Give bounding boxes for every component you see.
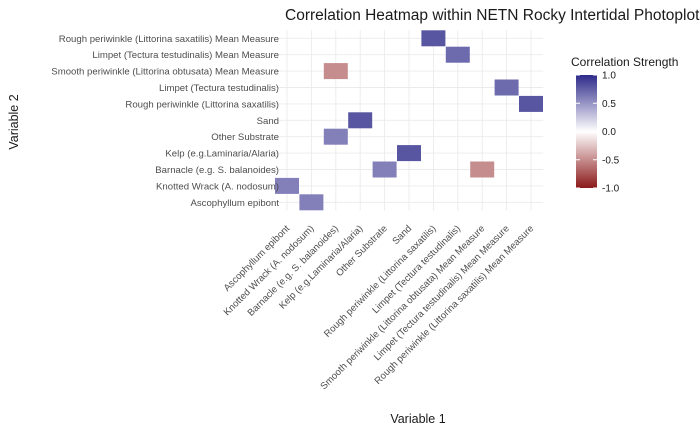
y-tick-labels: Ascophyllum epibont Knotted Wrack (A. nod…: [51, 34, 279, 209]
legend-tick-label: 1.0: [602, 71, 616, 82]
heatmap-cell-ascophyllum-epibont--knotted-wrack-a-nodosum: [275, 177, 299, 194]
legend: Correlation Strength 1.0 0.5 0.0 -0.5 -1.0: [571, 55, 678, 195]
heatmap-cell-smooth-periwinkle-littorina-obtusata-mean-measure--barnacle-e-g-s-balanoides: [470, 161, 495, 178]
heatmap-cell-kelp-e-g-laminaria-alaria--sand: [348, 112, 373, 129]
heatmap-cell-barnacle-e-g-s-balanoides--other-substrate: [323, 128, 348, 145]
grid-layer: [274, 30, 544, 211]
y-tick-label-kelp-e-g-laminaria-alaria: Kelp (e.g.Laminaria/Alaria): [165, 149, 279, 160]
chart-title: Correlation Heatmap within NETN Rocky In…: [285, 7, 700, 24]
heatmap-cell-limpet-tectura-testudinalis-mean-measure--limpet-tectura-testudinalis: [494, 79, 519, 96]
legend-ticks: 1.0 0.5 0.0 -0.5 -1.0: [576, 71, 620, 195]
y-tick-label-knotted-wrack-a-nodosum: Knotted Wrack (A. nodosum): [156, 181, 279, 192]
y-tick-label-limpet-tectura-testudinalis-mean-measure: Limpet (Tectura testudinalis) Mean Measu…: [92, 50, 279, 61]
x-axis-title: Variable 1: [390, 412, 445, 426]
y-tick-label-sand: Sand: [257, 116, 279, 127]
y-tick-label-rough-periwinkle-littorina-saxatilis-mean-measure: Rough periwinkle (Littorina saxatilis) M…: [59, 34, 279, 45]
heatmap-cell-limpet-tectura-testudinalis--limpet-tectura-testudinalis-mean-measure: [445, 46, 470, 63]
legend-tick-label: 0.5: [602, 99, 616, 110]
y-tick-label-other-substrate: Other Substrate: [211, 132, 279, 143]
heatmap-cell-sand--kelp-e-g-laminaria-alaria: [397, 145, 421, 162]
y-tick-label-smooth-periwinkle-littorina-obtusata-mean-measure: Smooth periwinkle (Littorina obtusata) M…: [51, 67, 279, 78]
legend-tick-label: 0.0: [602, 127, 616, 138]
legend-title: Correlation Strength: [571, 55, 678, 69]
heatmap-cell-rough-periwinkle-littorina-saxatilis--rough-periwinkle-littorina-saxatilis-mean-measure: [421, 30, 446, 47]
y-tick-label-limpet-tectura-testudinalis: Limpet (Tectura testudinalis): [159, 83, 279, 94]
heatmap-cell-rough-periwinkle-littorina-saxatilis-mean-measure--rough-periwinkle-littorina-saxatilis: [519, 95, 543, 112]
heatmap-cell-other-substrate--barnacle-e-g-s-balanoides: [372, 161, 397, 178]
legend-colorbar: [576, 75, 597, 188]
heatmap-cell-knotted-wrack-a-nodosum--ascophyllum-epibont: [299, 194, 324, 211]
y-axis-title: Variable 2: [7, 94, 21, 149]
y-tick-label-rough-periwinkle-littorina-saxatilis: Rough periwinkle (Littorina saxatilis): [125, 99, 279, 110]
legend-tick-label: -0.5: [602, 155, 620, 166]
y-tick-label-barnacle-e-g-s-balanoides: Barnacle (e.g. S. balanoides): [155, 165, 279, 176]
legend-tick-label: -1.0: [602, 184, 620, 195]
y-tick-label-ascophyllum-epibont: Ascophyllum epibont: [190, 198, 279, 209]
heatmap-cell-barnacle-e-g-s-balanoides--smooth-periwinkle-littorina-obtusata-mean-measure: [323, 63, 348, 80]
cells-layer: [275, 30, 543, 211]
